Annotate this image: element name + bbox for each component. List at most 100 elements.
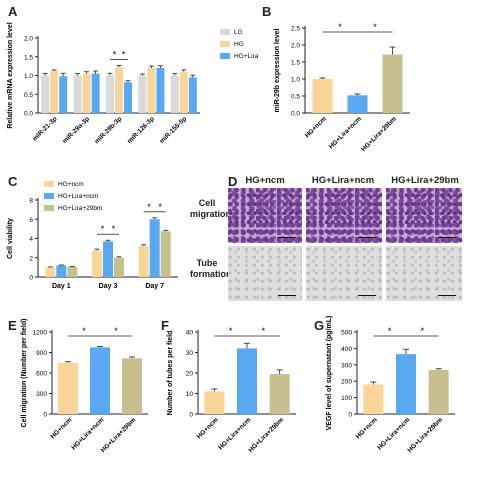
chart-g-bar (363, 384, 384, 414)
chart-a-bar (147, 68, 156, 113)
chart-f-x-tick-label: HG+ncm (196, 416, 220, 440)
chart-a-legend-label: LG (234, 29, 243, 36)
chart-e-bar (122, 358, 142, 414)
panel-letter-c: C (8, 174, 18, 189)
chart-f-sig-star: * (229, 326, 233, 336)
chart-e-y-label: Cell migration (Number per field) (21, 319, 28, 428)
chart-e-x-tick-label: HG+ncm (49, 416, 73, 440)
chart-g-y-label: VEGF level of supernatant (pg/mL) (326, 316, 333, 431)
chart-a-x-tick-label: miR-155-5p (158, 115, 188, 145)
chart-c-legend-label: HG+Lira+29bm (58, 205, 102, 212)
chart-f-y-tick-label: 0 (189, 412, 193, 419)
panel-d-row-label-migration: Cell migration (190, 198, 232, 219)
chart-a-bar (91, 73, 100, 113)
chart-b-y-tick-label: 0.5 (291, 94, 300, 101)
chart-e-y-tick-label: 600 (36, 371, 47, 378)
micrograph-migration-hg-lira-29bm (386, 188, 462, 243)
chart-c-bar (45, 267, 56, 277)
chart-g-bar (428, 370, 449, 414)
chart-b-y-tick-label: 0.0 (291, 111, 300, 118)
chart-c-bar (92, 250, 102, 277)
chart-g-y-tick-label: 100 (341, 395, 352, 402)
chart-b-y-tick-label: 1.5 (291, 60, 300, 67)
micrograph-tube-hg-lira-ncm (306, 246, 382, 301)
chart-g-sig-star: * (421, 326, 425, 336)
chart-g-y-tick-label: 200 (341, 379, 352, 386)
chart-a-bar (124, 82, 132, 113)
chart-c-legend-label: HG+Lira+ncm (58, 193, 98, 200)
chart-g-sig-star: * (388, 326, 392, 336)
chart-c-legend-swatch (44, 181, 54, 187)
chart-g-y-tick-label: 300 (341, 362, 352, 369)
panel-d-col-title-1: HG+ncm (245, 175, 285, 186)
chart-a-y-tick-label: 2.0 (24, 36, 33, 43)
chart-g-y-tick-label: 500 (341, 330, 352, 337)
chart-f-bar (237, 348, 257, 414)
chart-c-sig-star: * (147, 202, 151, 212)
chart-c-x-tick-label: Day 7 (145, 283, 164, 290)
chart-a-legend-label: HG (234, 41, 244, 48)
panel-d-col-title-3: HG+Lira+29bm (391, 175, 459, 186)
chart-e-sig-star: * (82, 326, 86, 336)
chart-b-y-tick-label: 2.0 (291, 43, 300, 50)
chart-a-bar (73, 75, 82, 113)
chart-c-y-tick-label: 2 (29, 255, 33, 262)
chart-a-bar (59, 76, 68, 113)
chart-a-x-tick-label: miR-21-3p (31, 115, 58, 142)
chart-b-x-tick-label: HG+Lira+29bm (360, 115, 398, 153)
micrograph-tube-hg-ncm (228, 246, 302, 301)
chart-c-bar (149, 219, 160, 277)
chart-f-y-label: Number of tubes per field (167, 331, 174, 416)
chart-a-bar (115, 67, 123, 113)
chart-b-x-tick-label: HG+Lira+ncm (328, 115, 363, 150)
chart-a-y-tick-label: 0.5 (24, 92, 33, 99)
chart-c-bar (103, 241, 113, 277)
chart-a-y-label: Relative mRNA expression level (7, 22, 14, 128)
chart-e-bar (90, 347, 110, 414)
chart-c-sig-star: * (158, 202, 162, 212)
chart-b-bar (347, 95, 368, 113)
chart-e-y-tick-label: 300 (36, 391, 47, 398)
chart-b-x-tick-label: HG+ncm (304, 115, 328, 139)
chart-e-sig-star: * (114, 326, 118, 336)
chart-e-y-tick-label: 0 (43, 412, 47, 419)
panel-d-col-title-2: HG+Lira+ncm (311, 175, 375, 186)
panel-letter-a: A (8, 4, 18, 19)
chart-a-y-tick-label: 1.0 (24, 73, 33, 80)
chart-a-bar (170, 75, 179, 113)
panel-letter-f: F (161, 318, 169, 333)
chart-a-bar (41, 75, 50, 113)
chart-a-legend-swatch (220, 53, 230, 59)
chart-f-bar (204, 391, 225, 414)
chart-c-y-tick-label: 4 (29, 236, 33, 243)
chart-c-sig-star: * (101, 224, 105, 234)
chart-b-y-label: miR-29b expression level (274, 28, 281, 112)
chart-a-sig-star: * (113, 49, 117, 59)
chart-g-x-tick-label: HG+Lira+ncm (376, 416, 411, 451)
chart-c-y-tick-label: 0 (29, 275, 33, 282)
chart-c-x-tick-label: Day 1 (52, 283, 71, 290)
chart-a-legend-swatch (220, 41, 230, 47)
chart-b-y-tick-label: 2.5 (291, 26, 300, 33)
chart-g-y-tick-label: 0 (348, 412, 352, 419)
chart-e-x-tick-label: HG+Lira+29bm (100, 416, 138, 454)
chart-b-y-tick-label: 1.0 (291, 77, 300, 84)
chart-f-y-tick-label: 40 (186, 330, 194, 337)
chart-a-legend-swatch (220, 29, 230, 35)
chart-a-x-tick-label: miR-29b-3p (93, 115, 123, 145)
panel-d-row-label-tube: Tube formation (190, 258, 232, 279)
chart-e-x-tick-label: HG+Lira+ncm (70, 416, 105, 451)
chart-f-y-tick-label: 10 (186, 391, 194, 398)
chart-g-bar (396, 354, 416, 414)
chart-c-bar (138, 245, 149, 277)
chart-f-sig-star: * (262, 326, 266, 336)
chart-f-x-tick-label: HG+Lira+ncm (217, 416, 252, 451)
chart-f-bar (269, 374, 290, 414)
chart-a-sig-star: * (122, 49, 126, 59)
chart-a-bar (138, 75, 147, 113)
chart-c-x-tick-label: Day 3 (99, 283, 118, 290)
chart-c-legend-swatch (44, 193, 54, 199)
chart-a-bar (106, 75, 114, 113)
chart-e-y-tick-label: 1200 (33, 330, 48, 337)
micrograph-migration-hg-lira-ncm (306, 188, 382, 243)
